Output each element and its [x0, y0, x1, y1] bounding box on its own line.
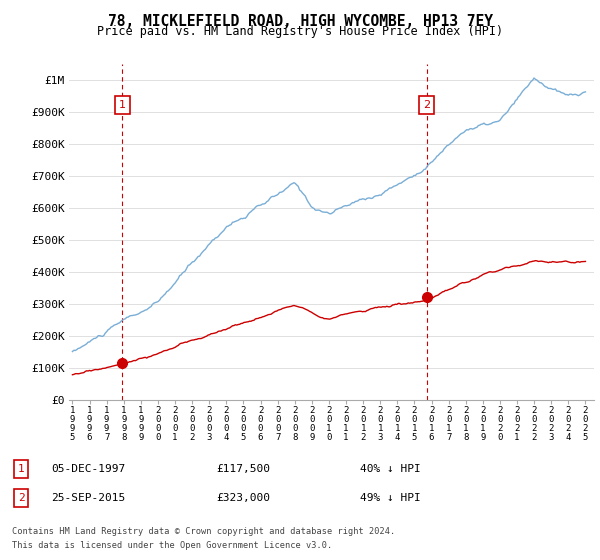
Text: 05-DEC-1997: 05-DEC-1997	[51, 464, 125, 474]
Text: Contains HM Land Registry data © Crown copyright and database right 2024.: Contains HM Land Registry data © Crown c…	[12, 528, 395, 536]
Text: 40% ↓ HPI: 40% ↓ HPI	[360, 464, 421, 474]
Text: 49% ↓ HPI: 49% ↓ HPI	[360, 493, 421, 503]
Text: £323,000: £323,000	[216, 493, 270, 503]
Text: 25-SEP-2015: 25-SEP-2015	[51, 493, 125, 503]
Text: 2: 2	[424, 100, 430, 110]
Text: 78, MICKLEFIELD ROAD, HIGH WYCOMBE, HP13 7EY: 78, MICKLEFIELD ROAD, HIGH WYCOMBE, HP13…	[107, 14, 493, 29]
Text: 1: 1	[17, 464, 25, 474]
Text: This data is licensed under the Open Government Licence v3.0.: This data is licensed under the Open Gov…	[12, 541, 332, 550]
Text: Price paid vs. HM Land Registry's House Price Index (HPI): Price paid vs. HM Land Registry's House …	[97, 25, 503, 38]
Text: 1: 1	[119, 100, 126, 110]
Text: 2: 2	[17, 493, 25, 503]
Text: £117,500: £117,500	[216, 464, 270, 474]
